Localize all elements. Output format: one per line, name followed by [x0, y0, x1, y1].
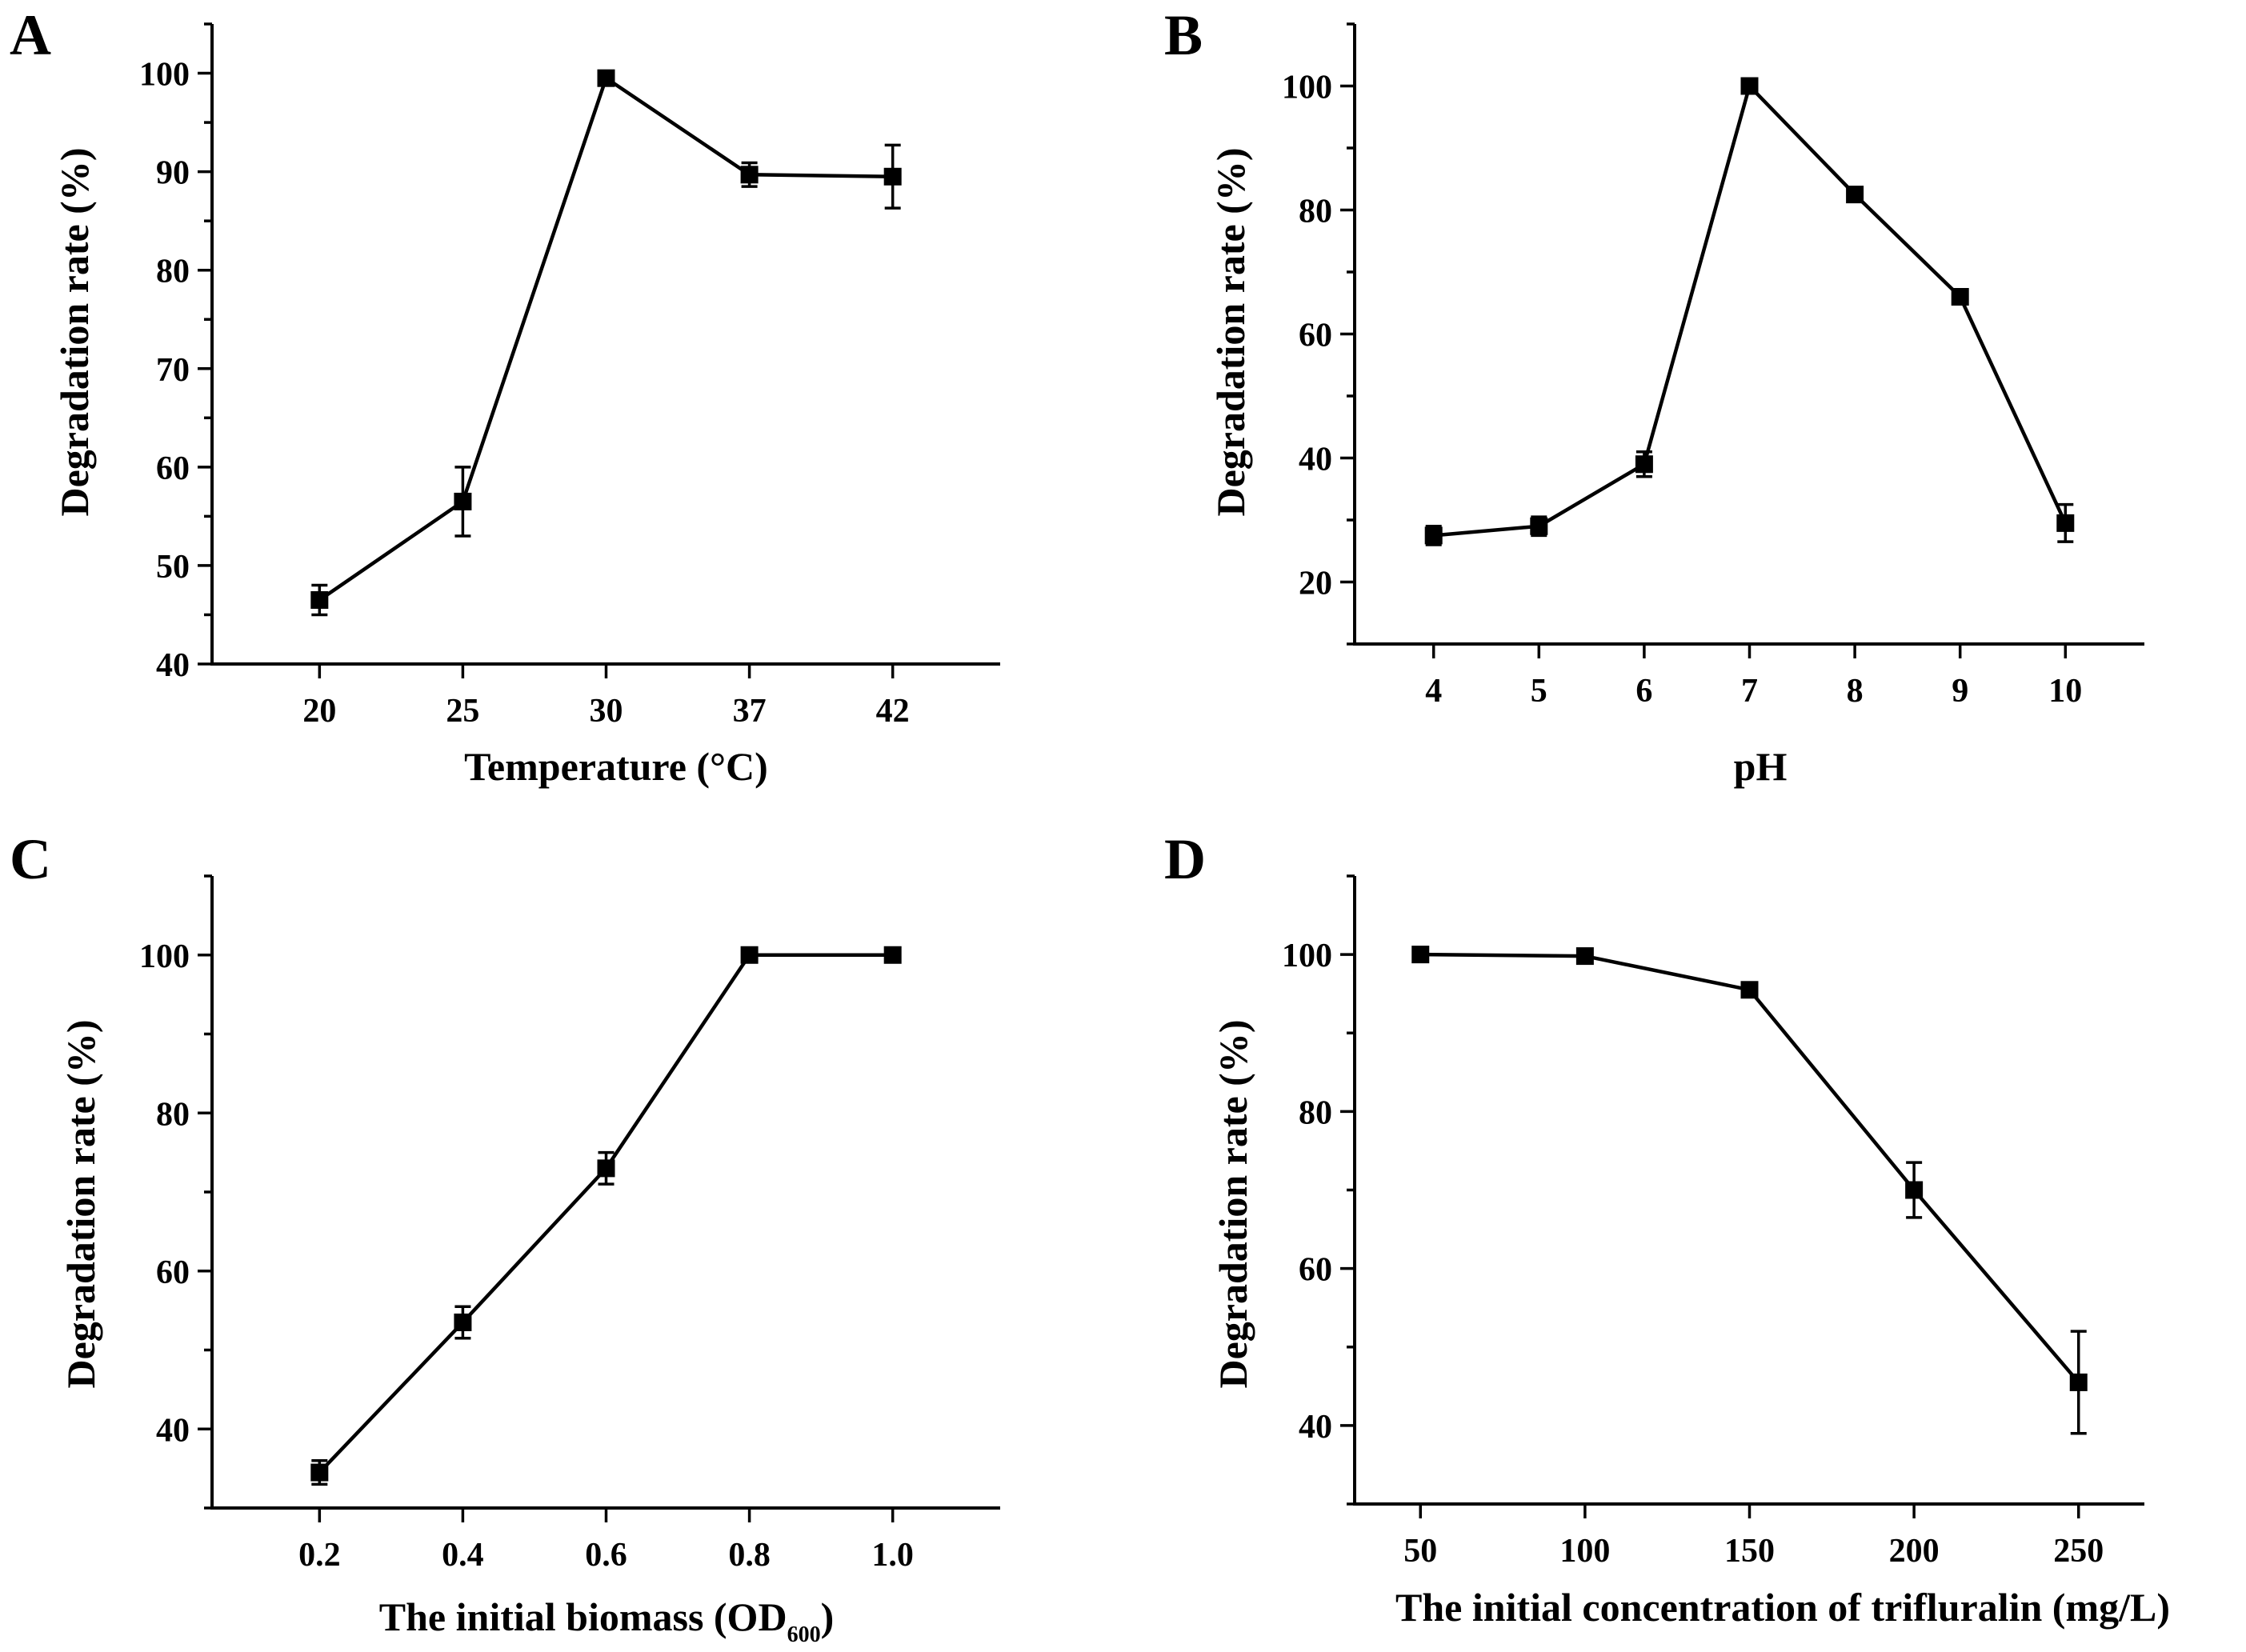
data-point: [1741, 981, 1759, 998]
data-point: [741, 166, 759, 183]
y-tick-label: 100: [139, 57, 190, 94]
x-tick-label: 8: [1847, 673, 1864, 710]
x-tick-label: 100: [1559, 1533, 1610, 1570]
x-tick-label: 25: [446, 693, 479, 730]
x-tick-label: 1.0: [871, 1537, 914, 1574]
y-axis-title: Degradation rate (%): [1211, 1020, 1255, 1389]
y-tick-label: 100: [139, 938, 190, 975]
panel-letter: A: [10, 3, 51, 67]
x-tick-label: 7: [1741, 673, 1758, 710]
data-point: [1905, 1182, 1923, 1199]
y-tick-label: 50: [156, 549, 190, 586]
data-point: [1846, 186, 1864, 203]
y-tick-label: 60: [1299, 1252, 1332, 1289]
x-tick-label: 150: [1724, 1533, 1775, 1570]
data-point: [2056, 514, 2074, 532]
x-tick-label: 9: [1952, 673, 1968, 710]
data-point: [884, 168, 902, 186]
x-axis-title-subscript: 600: [787, 1622, 821, 1647]
y-tick-label: 80: [1299, 194, 1332, 230]
data-point: [454, 1314, 471, 1331]
y-tick-label: 80: [156, 254, 190, 290]
y-tick-label: 60: [156, 450, 190, 487]
data-point: [2070, 1374, 2088, 1391]
y-axis-title: Degradation rate (%): [52, 148, 97, 517]
figure: A Degradation rate (%) Temperature (°C) …: [0, 0, 2246, 1652]
x-tick-label: 5: [1531, 673, 1547, 710]
x-tick-label: 37: [733, 693, 767, 730]
y-tick-label: 40: [1299, 442, 1332, 478]
x-tick-label: 4: [1425, 673, 1442, 710]
data-point: [598, 70, 615, 87]
x-tick-label: 0.6: [585, 1537, 627, 1574]
data-point: [1741, 78, 1759, 95]
x-axis-title: Temperature (°C): [464, 744, 768, 789]
x-axis-title: pH: [1734, 744, 1788, 789]
x-tick-label: 0.4: [442, 1537, 484, 1574]
panel-letter: D: [1164, 827, 1206, 891]
y-tick-label: 100: [1282, 70, 1332, 106]
data-point: [884, 946, 902, 964]
panel-letter: C: [10, 827, 51, 891]
data-point: [741, 946, 759, 964]
y-axis-title: Degradation rate (%): [58, 1020, 103, 1389]
data-point: [598, 1159, 615, 1177]
x-tick-label: 200: [1889, 1533, 1940, 1570]
x-tick-label: 0.2: [298, 1537, 341, 1574]
y-axis-title: Degradation rate (%): [1208, 148, 1253, 517]
data-point: [1530, 518, 1547, 535]
data-point: [1425, 526, 1443, 544]
panel-letter: B: [1164, 3, 1203, 67]
data-point: [1576, 947, 1594, 965]
data-point: [1635, 455, 1653, 473]
data-point: [1411, 946, 1429, 963]
x-tick-label: 6: [1635, 673, 1652, 710]
y-tick-label: 60: [156, 1254, 190, 1291]
x-tick-label: 10: [2048, 673, 2082, 710]
x-tick-label: 20: [302, 693, 336, 730]
y-tick-label: 70: [156, 352, 190, 389]
x-axis-title-tail: ): [821, 1594, 835, 1639]
x-axis-title: The initial concentration of trifluralin…: [1395, 1585, 2170, 1630]
x-axis-title-main: The initial biomass (OD: [379, 1594, 787, 1639]
x-tick-label: 42: [876, 693, 910, 730]
data-point: [454, 493, 471, 510]
x-tick-label: 250: [2053, 1533, 2104, 1570]
y-tick-label: 100: [1282, 938, 1332, 974]
y-tick-label: 80: [1299, 1094, 1332, 1131]
y-tick-label: 90: [156, 155, 190, 192]
y-tick-label: 40: [156, 647, 190, 684]
y-tick-label: 20: [1299, 566, 1332, 602]
data-point: [310, 591, 328, 609]
data-point: [1952, 288, 1969, 306]
y-tick-label: 40: [1299, 1409, 1332, 1446]
y-tick-label: 40: [156, 1412, 190, 1449]
y-tick-label: 60: [1299, 318, 1332, 354]
x-tick-label: 30: [590, 693, 623, 730]
y-tick-label: 80: [156, 1096, 190, 1133]
data-point: [310, 1464, 328, 1482]
x-tick-label: 0.8: [728, 1537, 771, 1574]
x-tick-label: 50: [1403, 1533, 1437, 1570]
